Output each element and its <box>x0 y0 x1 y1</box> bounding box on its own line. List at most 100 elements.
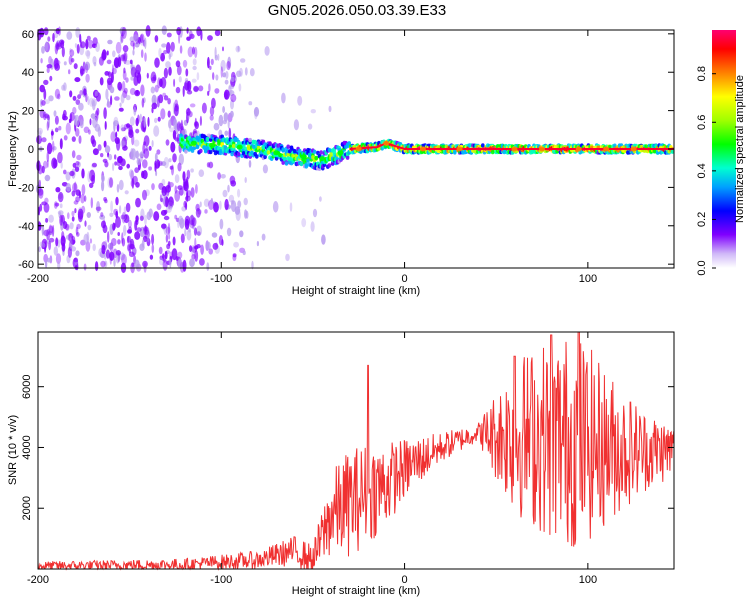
noise-cell <box>113 257 116 267</box>
noise-cell <box>194 46 198 59</box>
ridge-cell <box>288 149 292 154</box>
noise-cell <box>69 90 73 98</box>
noise-cell <box>174 174 180 184</box>
noise-cell <box>240 58 246 63</box>
noise-cell <box>168 240 171 247</box>
noise-cell <box>127 229 132 234</box>
noise-cell <box>154 35 159 43</box>
noise-cell <box>57 210 64 216</box>
noise-cell <box>220 174 226 179</box>
noise-cell <box>104 145 111 154</box>
noise-cell <box>251 260 254 270</box>
noise-cell <box>43 27 49 36</box>
ridge-hotspot <box>273 150 280 156</box>
noise-cell <box>111 67 117 75</box>
noise-cell <box>85 39 89 50</box>
noise-cell <box>139 152 145 158</box>
noise-cell <box>87 95 90 106</box>
noise-cell <box>293 119 299 131</box>
noise-cell <box>185 108 191 116</box>
noise-cell <box>147 116 150 127</box>
noise-cell <box>46 121 49 131</box>
noise-cell <box>186 36 191 41</box>
noise-cell <box>45 218 49 223</box>
noise-cell <box>226 60 231 71</box>
noise-cell <box>144 52 147 62</box>
noise-cell <box>139 113 142 124</box>
noise-cell <box>165 139 170 146</box>
noise-cell <box>91 162 97 168</box>
noise-cell <box>228 127 232 140</box>
noise-cell <box>186 90 193 95</box>
ridge-cell <box>230 151 234 157</box>
noise-cell <box>87 170 92 183</box>
noise-cell <box>212 242 219 250</box>
noise-cell <box>307 123 313 130</box>
noise-cell <box>175 60 181 68</box>
ridge-cell <box>218 150 223 156</box>
noise-cell <box>83 263 87 271</box>
noise-cell <box>83 195 87 202</box>
noise-cell <box>41 165 45 174</box>
noise-cell <box>59 214 63 226</box>
ridge-cell <box>327 163 332 168</box>
noise-cell <box>227 184 230 193</box>
noise-cell <box>78 135 82 144</box>
noise-cell <box>44 197 49 204</box>
noise-cell <box>57 93 61 100</box>
ridge-cell <box>268 141 272 146</box>
noise-cell <box>144 214 147 226</box>
noise-cell <box>262 164 268 174</box>
ridge-cell <box>179 133 183 138</box>
noise-cell <box>49 75 53 82</box>
noise-cell <box>207 35 213 41</box>
noise-cell <box>120 124 125 132</box>
noise-cell <box>146 235 150 243</box>
noise-cell <box>120 140 126 148</box>
noise-cell <box>218 114 224 127</box>
ridge-hotspot <box>630 146 637 152</box>
ridge-hotspot <box>511 146 518 152</box>
noise-cell <box>110 95 113 106</box>
noise-cell <box>104 161 109 168</box>
noise-cell <box>165 186 170 197</box>
noise-cell <box>159 257 164 266</box>
noise-cell <box>39 84 45 93</box>
noise-cell <box>151 183 155 191</box>
noise-cell <box>237 188 241 198</box>
noise-cell <box>118 107 124 112</box>
noise-cell <box>54 127 59 133</box>
noise-cell <box>71 136 76 142</box>
noise-cell <box>76 223 81 230</box>
noise-cell <box>125 95 131 101</box>
noise-cell <box>163 50 168 55</box>
noise-cell <box>198 169 205 177</box>
noise-cell <box>54 115 59 125</box>
noise-cell <box>70 58 75 63</box>
noise-cell <box>201 102 207 114</box>
noise-cell <box>75 161 80 166</box>
noise-cell <box>85 92 88 103</box>
noise-cell <box>160 161 167 167</box>
noise-cell <box>149 254 154 260</box>
noise-cell <box>223 89 230 100</box>
noise-cell <box>101 174 105 183</box>
noise-cell <box>310 221 315 232</box>
noise-cell <box>183 189 186 196</box>
noise-cell <box>157 116 161 122</box>
noise-cell <box>224 198 229 211</box>
noise-cell <box>120 214 126 220</box>
ridge-hotspot <box>383 140 390 146</box>
noise-cell <box>86 50 91 60</box>
noise-cell <box>230 99 234 110</box>
noise-cell <box>179 45 183 54</box>
noise-cell <box>57 152 63 164</box>
noise-cell <box>214 46 217 59</box>
noise-cell <box>204 209 208 214</box>
noise-cell <box>225 71 229 79</box>
noise-cell <box>223 112 229 122</box>
noise-cell <box>63 169 67 175</box>
noise-cell <box>53 246 58 256</box>
x-tick-label: -100 <box>210 574 232 586</box>
noise-cell <box>128 169 134 178</box>
